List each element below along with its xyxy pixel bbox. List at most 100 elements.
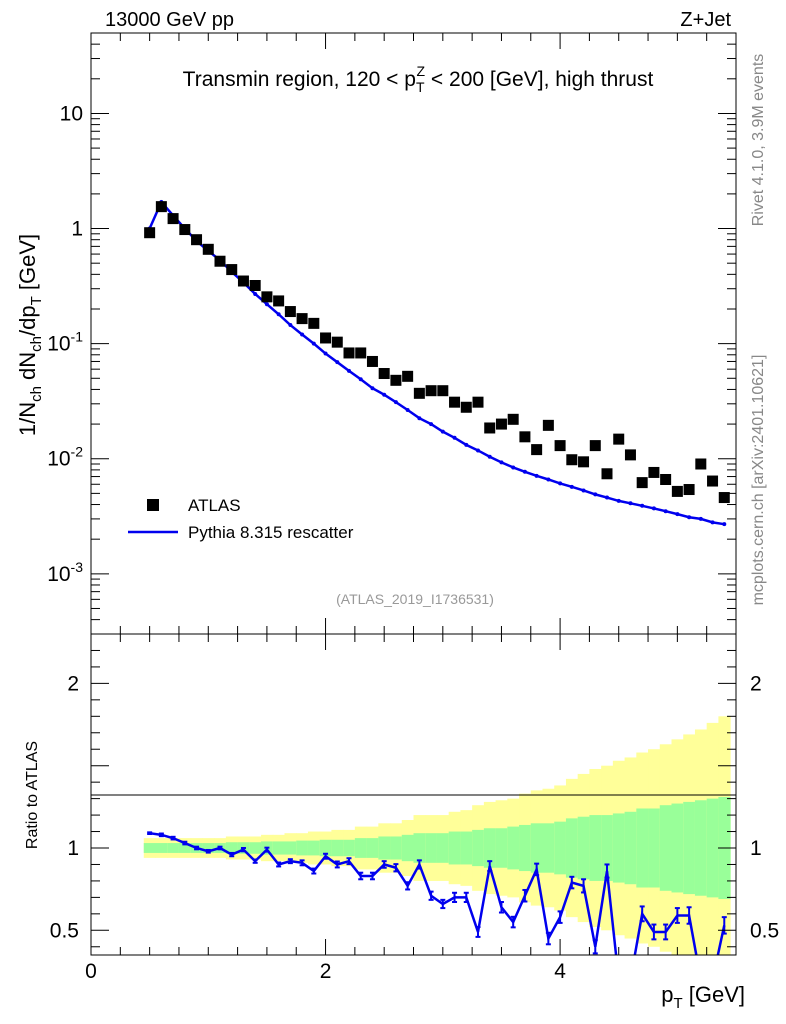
- mc-point: [440, 429, 445, 434]
- band-inner-bin: [249, 842, 262, 854]
- band-inner-bin: [671, 803, 684, 893]
- atlas-data-point: [601, 468, 613, 480]
- atlas-data-point: [237, 275, 249, 287]
- mc-point: [722, 522, 727, 527]
- legend-atlas-marker: [147, 499, 159, 511]
- atlas-data-point: [390, 374, 402, 386]
- mc-point: [276, 312, 281, 317]
- ratio-axis-ticks: [90, 634, 737, 955]
- mc-point: [499, 460, 504, 465]
- band-inner-bin: [601, 815, 614, 881]
- band-inner-bin: [401, 834, 414, 862]
- mc-point: [675, 512, 680, 517]
- band-inner-bin: [167, 843, 180, 853]
- ratio-y-tick-label-right: 2: [750, 672, 762, 695]
- main-panel: 10 1 10-1 10-2 10-3 1/Nch dNch/dpT [GeV] Tra…: [15, 32, 737, 635]
- mc-point: [476, 448, 480, 453]
- band-inner-bin: [178, 843, 192, 853]
- band-inner-bin: [577, 816, 590, 880]
- band-inner-bin: [554, 821, 567, 875]
- main-axis-ticks: [90, 32, 737, 635]
- band-inner-bin: [413, 833, 426, 863]
- mc-point: [323, 351, 328, 356]
- band-inner-bin: [155, 843, 168, 853]
- mc-point: [522, 469, 527, 474]
- band-inner-bin: [589, 815, 602, 881]
- mc-point: [698, 516, 703, 521]
- atlas-data-point: [402, 370, 414, 382]
- band-inner-bin: [319, 839, 332, 857]
- ratio-y-axis-title: Ratio to ATLAS: [24, 741, 41, 849]
- atlas-data-point: [519, 431, 531, 443]
- band-inner-bin: [284, 841, 297, 855]
- main-y-tick-label: 10-3: [47, 559, 83, 586]
- band-inner-bin: [565, 818, 579, 878]
- mc-point: [429, 422, 434, 427]
- ratio-y-tick-label-right: 0.5: [750, 919, 779, 942]
- mc-point: [651, 506, 656, 511]
- atlas-data-point: [578, 456, 590, 468]
- mc-point: [687, 515, 692, 520]
- mc-point: [546, 477, 551, 482]
- band-inner-bin: [483, 828, 497, 868]
- x-tick-label: 2: [320, 960, 332, 983]
- atlas-data-point: [320, 332, 332, 344]
- mc-point: [452, 435, 457, 440]
- mc-point: [358, 377, 363, 382]
- band-inner-bin: [225, 842, 239, 854]
- mc-point: [405, 408, 410, 413]
- atlas-data-point: [589, 440, 601, 452]
- ratio-tick-labels: 0.5 0.5 1 1 2 2 0 2 4: [50, 672, 779, 983]
- mc-point: [605, 495, 609, 500]
- band-inner-bin: [202, 843, 215, 853]
- mc-point: [511, 465, 516, 470]
- band-inner-bin: [472, 829, 485, 867]
- atlas-data-point: [613, 433, 625, 445]
- band-inner-bin: [296, 840, 309, 856]
- atlas-data-point: [484, 422, 496, 434]
- legend: ATLAS Pythia 8.315 rescatter: [128, 496, 354, 542]
- x-tick-label: 0: [85, 960, 97, 983]
- band-inner-bin: [354, 838, 368, 858]
- main-y-axis-title: 1/Nch dNch/dpT [GeV]: [15, 234, 45, 436]
- mc-point: [288, 323, 293, 328]
- band-inner-bin: [448, 831, 461, 865]
- ratio-panel: 0.5 0.5 1 1 2 2 0 2 4 Ratio to ATLAS pT [GeV]: [24, 633, 779, 1012]
- atlas-data-point: [261, 291, 273, 303]
- band-inner-bin: [378, 836, 391, 860]
- atlas-data-point: [531, 444, 543, 456]
- mc-point: [710, 520, 715, 525]
- rivet-label: Rivet 4.1.0, 3.9M events: [750, 54, 767, 227]
- ratio-series-line: [147, 831, 727, 955]
- band-inner-bin: [624, 811, 637, 885]
- mcplots-label: mcplots.cern.ch [arXiv:2401.10621]: [750, 355, 767, 606]
- mc-point: [253, 291, 258, 296]
- main-frame: [90, 32, 737, 635]
- band-inner-bin: [460, 831, 473, 865]
- mc-point: [628, 501, 633, 506]
- atlas-data-point: [472, 396, 484, 408]
- atlas-data-point: [296, 313, 308, 325]
- mc-point: [593, 492, 598, 497]
- atlas-data-point: [683, 484, 695, 496]
- band-inner-bin: [683, 801, 696, 895]
- legend-atlas-label: ATLAS: [188, 496, 241, 515]
- band-inner-bin: [659, 805, 672, 891]
- atlas-data-point: [437, 385, 449, 397]
- band-inner-bin: [307, 840, 321, 856]
- atlas-data-point: [378, 368, 390, 380]
- atlas-data-point: [343, 347, 355, 359]
- atlas-data-point: [273, 295, 285, 307]
- atlas-data-point: [413, 387, 425, 399]
- band-inner-bin: [706, 798, 719, 898]
- mc-point: [335, 360, 340, 365]
- mc-point: [347, 368, 351, 373]
- band-inner-bin: [436, 833, 450, 863]
- band-inner-bin: [390, 836, 403, 860]
- atlas-data-point: [191, 234, 203, 246]
- mc-point: [581, 488, 586, 493]
- atlas-data-point: [308, 317, 320, 329]
- atlas-data-point: [624, 449, 636, 461]
- atlas-data-point: [495, 418, 507, 430]
- band-inner-bin: [694, 800, 708, 896]
